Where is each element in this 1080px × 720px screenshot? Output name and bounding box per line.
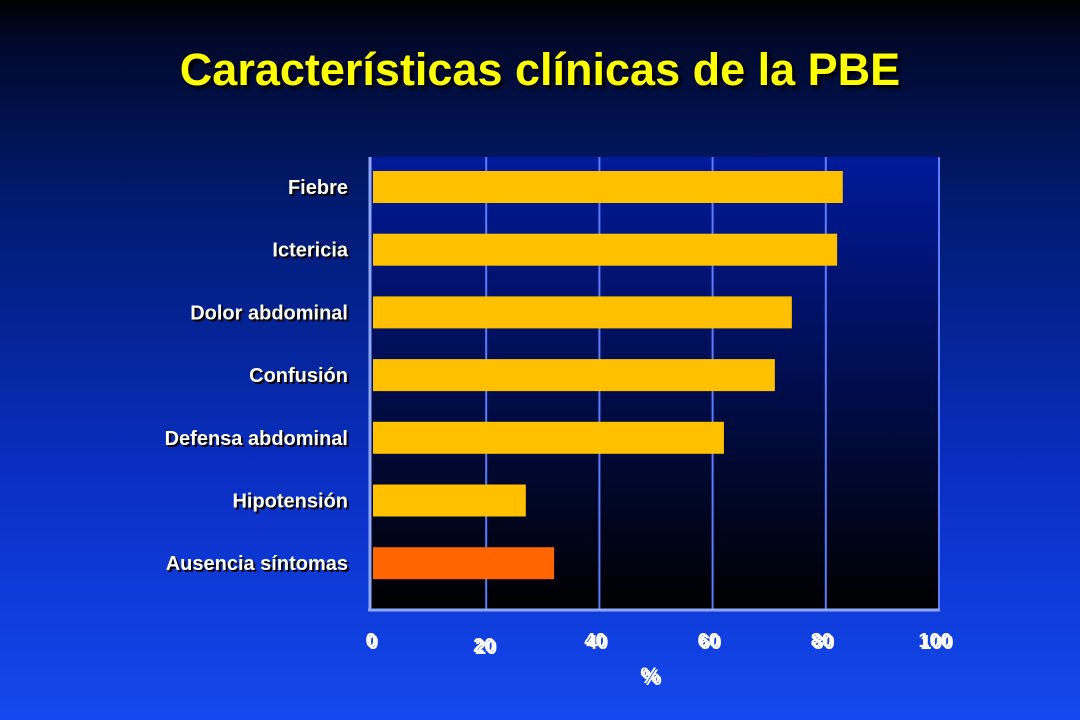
bar: [373, 296, 792, 329]
category-label-shadow: Hipotensión: [234, 493, 350, 515]
tick-label: 80: [811, 630, 833, 652]
tick-label-shadow: 80: [813, 632, 835, 654]
bar: [373, 421, 724, 454]
tick-label: 100: [918, 630, 951, 652]
category-label: Fiebre: [288, 177, 348, 199]
category-label-shadow: Fiebre: [290, 179, 350, 201]
chart-title: Características clínicas de la PBE: [179, 44, 901, 95]
tick-label: 0: [365, 630, 376, 652]
bar: [373, 484, 526, 517]
x-axis-title: %: [640, 663, 660, 688]
tick-label-shadow: 0: [367, 632, 378, 654]
tick-label-shadow: 60: [699, 632, 721, 654]
tick-label-shadow: 20: [475, 637, 497, 659]
category-label-shadow: Defensa abdominal: [167, 430, 350, 452]
category-label: Ausencia síntomas: [166, 553, 348, 575]
tick-label: 40: [584, 630, 606, 652]
category-label: Confusión: [249, 365, 348, 387]
bar: [373, 171, 843, 203]
tick-label: 60: [697, 630, 719, 652]
bars-group: [373, 171, 843, 580]
tick-label: 20: [473, 635, 495, 657]
category-label-shadow: Ausencia síntomas: [168, 555, 350, 577]
bar: [373, 233, 838, 266]
x-axis-title-shadow: %: [642, 665, 662, 690]
category-label: Hipotensión: [232, 491, 348, 513]
category-label-shadow: Ictericia: [274, 242, 350, 264]
category-label: Ictericia: [272, 240, 348, 262]
tick-label-shadow: 100: [920, 632, 953, 654]
bar: [373, 547, 555, 580]
bar: [373, 359, 775, 392]
tick-label-shadow: 40: [586, 632, 608, 654]
category-label-shadow: Confusión: [251, 367, 350, 389]
category-label: Dolor abdominal: [190, 302, 348, 324]
category-label-shadow: Dolor abdominal: [192, 304, 350, 326]
category-label: Defensa abdominal: [165, 428, 348, 450]
